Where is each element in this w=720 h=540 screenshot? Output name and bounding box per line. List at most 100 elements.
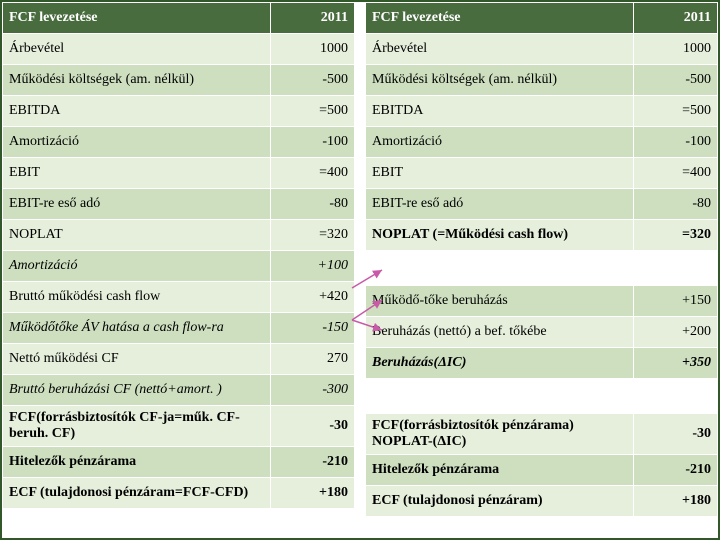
right-row: NOPLAT (=Működési cash flow)=320 xyxy=(366,220,718,251)
left-row-value: =500 xyxy=(270,96,354,127)
left-header-label: FCF levezetése xyxy=(3,3,271,34)
right-row-value: 1000 xyxy=(633,34,717,65)
left-row-value: -210 xyxy=(270,447,354,478)
right-row-value: +200 xyxy=(633,317,717,348)
left-row-label: Működési költségek (am. nélkül) xyxy=(3,65,271,96)
right-spacer xyxy=(366,379,718,414)
right-row-value: =400 xyxy=(633,158,717,189)
left-table: FCF levezetése2011Árbevétel1000Működési … xyxy=(2,2,355,509)
right-row: FCF(forrásbiztosítók pénzárama) NOPLAT-(… xyxy=(366,414,718,455)
right-row-value: =500 xyxy=(633,96,717,127)
right-row: EBIT=400 xyxy=(366,158,718,189)
left-row-label: FCF(forrásbiztosítók CF-ja=műk. CF- beru… xyxy=(3,406,271,447)
left-row-value: +420 xyxy=(270,282,354,313)
left-panel: FCF levezetése2011Árbevétel1000Működési … xyxy=(2,2,355,538)
right-spacer-cell xyxy=(366,379,718,414)
right-row-label: Árbevétel xyxy=(366,34,634,65)
right-header-label: FCF levezetése xyxy=(366,3,634,34)
right-row: EBITDA=500 xyxy=(366,96,718,127)
left-row: EBITDA=500 xyxy=(3,96,355,127)
right-row-label: Működési költségek (am. nélkül) xyxy=(366,65,634,96)
left-row-label: Működőtőke ÁV hatása a cash flow-ra xyxy=(3,313,271,344)
left-row-label: NOPLAT xyxy=(3,220,271,251)
right-row-label: EBIT-re eső adó xyxy=(366,189,634,220)
left-row-value: 270 xyxy=(270,344,354,375)
left-row: EBIT=400 xyxy=(3,158,355,189)
right-row: EBIT-re eső adó-80 xyxy=(366,189,718,220)
left-header-row: FCF levezetése2011 xyxy=(3,3,355,34)
left-row-value: -30 xyxy=(270,406,354,447)
left-row: Árbevétel1000 xyxy=(3,34,355,65)
left-row-value: -80 xyxy=(270,189,354,220)
left-row-value: -150 xyxy=(270,313,354,344)
left-row: Működési költségek (am. nélkül)-500 xyxy=(3,65,355,96)
left-row-value: -100 xyxy=(270,127,354,158)
right-header-year: 2011 xyxy=(633,3,717,34)
left-row: Működőtőke ÁV hatása a cash flow-ra-150 xyxy=(3,313,355,344)
left-row: ECF (tulajdonosi pénzáram=FCF-CFD)+180 xyxy=(3,478,355,509)
right-row-label: EBIT xyxy=(366,158,634,189)
left-row-label: Bruttó működési cash flow xyxy=(3,282,271,313)
left-row-label: Bruttó beruházási CF (nettó+amort. ) xyxy=(3,375,271,406)
left-row: NOPLAT=320 xyxy=(3,220,355,251)
right-row: Működő-tőke beruházás+150 xyxy=(366,286,718,317)
left-row-label: Amortizáció xyxy=(3,127,271,158)
left-row-label: ECF (tulajdonosi pénzáram=FCF-CFD) xyxy=(3,478,271,509)
right-row-label: Amortizáció xyxy=(366,127,634,158)
right-row-label: Beruházás (nettó) a bef. tőkébe xyxy=(366,317,634,348)
left-row-value: -300 xyxy=(270,375,354,406)
left-row-label: Árbevétel xyxy=(3,34,271,65)
right-row-value: -500 xyxy=(633,65,717,96)
left-row-label: Hitelezők pénzárama xyxy=(3,447,271,478)
right-row-value: -100 xyxy=(633,127,717,158)
left-row: Hitelezők pénzárama-210 xyxy=(3,447,355,478)
right-row-label: EBITDA xyxy=(366,96,634,127)
right-row-value: -210 xyxy=(633,455,717,486)
right-panel: FCF levezetése2011Árbevétel1000Működési … xyxy=(365,2,718,538)
right-row-value: -80 xyxy=(633,189,717,220)
left-row-label: Amortizáció xyxy=(3,251,271,282)
left-row: Amortizáció+100 xyxy=(3,251,355,282)
right-row: Árbevétel1000 xyxy=(366,34,718,65)
right-row-value: +150 xyxy=(633,286,717,317)
left-row-value: +180 xyxy=(270,478,354,509)
right-row: Amortizáció-100 xyxy=(366,127,718,158)
right-row-label: ECF (tulajdonosi pénzáram) xyxy=(366,486,634,517)
right-row-value: +350 xyxy=(633,348,717,379)
right-spacer xyxy=(366,251,718,286)
right-row-label: Hitelezők pénzárama xyxy=(366,455,634,486)
left-row-value: =400 xyxy=(270,158,354,189)
right-table: FCF levezetése2011Árbevétel1000Működési … xyxy=(365,2,718,517)
left-row: Bruttó beruházási CF (nettó+amort. )-300 xyxy=(3,375,355,406)
right-header-row: FCF levezetése2011 xyxy=(366,3,718,34)
left-row: Nettó működési CF270 xyxy=(3,344,355,375)
right-row-value: =320 xyxy=(633,220,717,251)
right-row: Beruházás (nettó) a bef. tőkébe+200 xyxy=(366,317,718,348)
left-row-label: EBITDA xyxy=(3,96,271,127)
left-row: Bruttó működési cash flow+420 xyxy=(3,282,355,313)
left-row-label: EBIT xyxy=(3,158,271,189)
right-row-label: Beruházás(ΔIC) xyxy=(366,348,634,379)
right-row-value: -30 xyxy=(633,414,717,455)
left-row-label: Nettó működési CF xyxy=(3,344,271,375)
panel-gap xyxy=(355,2,365,538)
right-row: ECF (tulajdonosi pénzáram)+180 xyxy=(366,486,718,517)
right-row: Hitelezők pénzárama-210 xyxy=(366,455,718,486)
right-row-label: NOPLAT (=Működési cash flow) xyxy=(366,220,634,251)
right-row-label: Működő-tőke beruházás xyxy=(366,286,634,317)
left-row-label: EBIT-re eső adó xyxy=(3,189,271,220)
left-row: FCF(forrásbiztosítók CF-ja=műk. CF- beru… xyxy=(3,406,355,447)
right-row: Beruházás(ΔIC)+350 xyxy=(366,348,718,379)
left-row-value: -500 xyxy=(270,65,354,96)
right-row-value: +180 xyxy=(633,486,717,517)
left-header-year: 2011 xyxy=(270,3,354,34)
left-row-value: +100 xyxy=(270,251,354,282)
right-row-label: FCF(forrásbiztosítók pénzárama) NOPLAT-(… xyxy=(366,414,634,455)
left-row-value: =320 xyxy=(270,220,354,251)
left-row-value: 1000 xyxy=(270,34,354,65)
tables-container: FCF levezetése2011Árbevétel1000Működési … xyxy=(0,0,720,540)
left-row: Amortizáció-100 xyxy=(3,127,355,158)
left-row: EBIT-re eső adó-80 xyxy=(3,189,355,220)
right-row: Működési költségek (am. nélkül)-500 xyxy=(366,65,718,96)
right-spacer-cell xyxy=(366,251,718,286)
